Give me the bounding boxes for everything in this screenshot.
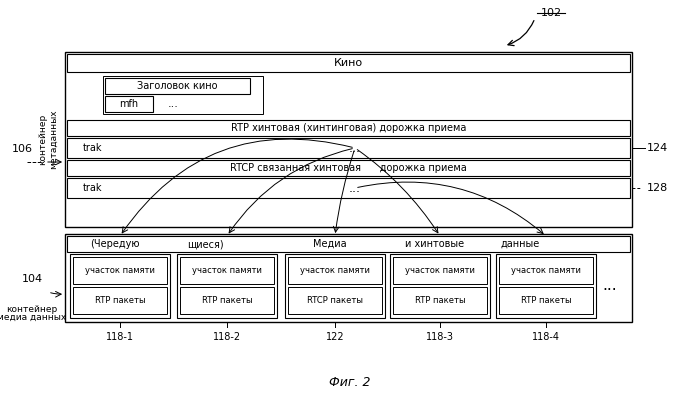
Text: 124: 124 — [647, 143, 668, 153]
Text: RTCP пакеты: RTCP пакеты — [307, 296, 363, 305]
Text: RTP пакеты: RTP пакеты — [94, 296, 146, 305]
Text: ...: ... — [603, 279, 617, 294]
Text: Кино: Кино — [334, 58, 363, 68]
Bar — [496, 254, 596, 318]
Text: 118-2: 118-2 — [213, 332, 241, 342]
Text: Медиа: Медиа — [313, 239, 346, 249]
Text: 122: 122 — [326, 332, 344, 342]
Text: щиеся): щиеся) — [187, 239, 223, 249]
Text: RTP пакеты: RTP пакеты — [414, 296, 466, 305]
Bar — [393, 257, 487, 284]
Text: Фиг. 2: Фиг. 2 — [329, 375, 371, 388]
Text: контейнер: контейнер — [6, 305, 57, 314]
Bar — [73, 257, 167, 284]
Text: mfh: mfh — [120, 99, 139, 109]
Text: 118-4: 118-4 — [532, 332, 560, 342]
Text: 102: 102 — [540, 8, 561, 18]
Text: ...: ... — [167, 99, 178, 109]
Text: RTP пакеты: RTP пакеты — [521, 296, 571, 305]
Bar — [67, 160, 630, 176]
Bar — [67, 236, 630, 252]
Text: Заголовок кино: Заголовок кино — [137, 81, 218, 91]
Text: данные: данные — [500, 239, 540, 249]
Text: участок памяти: участок памяти — [192, 266, 262, 275]
Text: участок памяти: участок памяти — [405, 266, 475, 275]
Text: участок памяти: участок памяти — [85, 266, 155, 275]
Bar — [103, 76, 263, 114]
Bar — [390, 254, 490, 318]
Bar — [499, 257, 593, 284]
Bar — [393, 287, 487, 314]
Text: метаданных: метаданных — [50, 110, 59, 169]
Text: trak: trak — [83, 183, 102, 193]
Bar — [70, 254, 170, 318]
Text: 104: 104 — [22, 274, 43, 284]
Text: 118-1: 118-1 — [106, 332, 134, 342]
Bar — [288, 257, 382, 284]
Bar — [65, 52, 632, 227]
Bar — [105, 78, 250, 94]
Bar — [67, 178, 630, 198]
Bar — [177, 254, 277, 318]
Bar — [288, 287, 382, 314]
Text: ...: ... — [349, 141, 361, 154]
Bar — [285, 254, 385, 318]
Text: trak: trak — [83, 143, 102, 153]
Bar — [67, 138, 630, 158]
Text: 128: 128 — [647, 183, 668, 193]
Text: участок памяти: участок памяти — [511, 266, 581, 275]
Text: медиа данных: медиа данных — [0, 312, 66, 322]
Text: 118-3: 118-3 — [426, 332, 454, 342]
Bar — [67, 54, 630, 72]
Text: участок памяти: участок памяти — [300, 266, 370, 275]
Text: RTP хинтовая (хинтинговая) дорожка приема: RTP хинтовая (хинтинговая) дорожка прием… — [231, 123, 466, 133]
Bar — [180, 287, 274, 314]
Bar — [67, 120, 630, 136]
Text: ...: ... — [349, 182, 361, 195]
Text: (Чередую: (Чередую — [90, 239, 140, 249]
Bar — [65, 234, 632, 322]
Text: RTP пакеты: RTP пакеты — [202, 296, 252, 305]
Bar — [105, 96, 153, 112]
Text: и хинтовые: и хинтовые — [405, 239, 465, 249]
Text: 106: 106 — [11, 144, 32, 154]
Bar — [73, 287, 167, 314]
Text: RTCP связанная хинтовая      дорожка приема: RTCP связанная хинтовая дорожка приема — [230, 163, 467, 173]
Text: контейнер: контейнер — [38, 114, 48, 165]
Bar — [180, 257, 274, 284]
Bar — [499, 287, 593, 314]
